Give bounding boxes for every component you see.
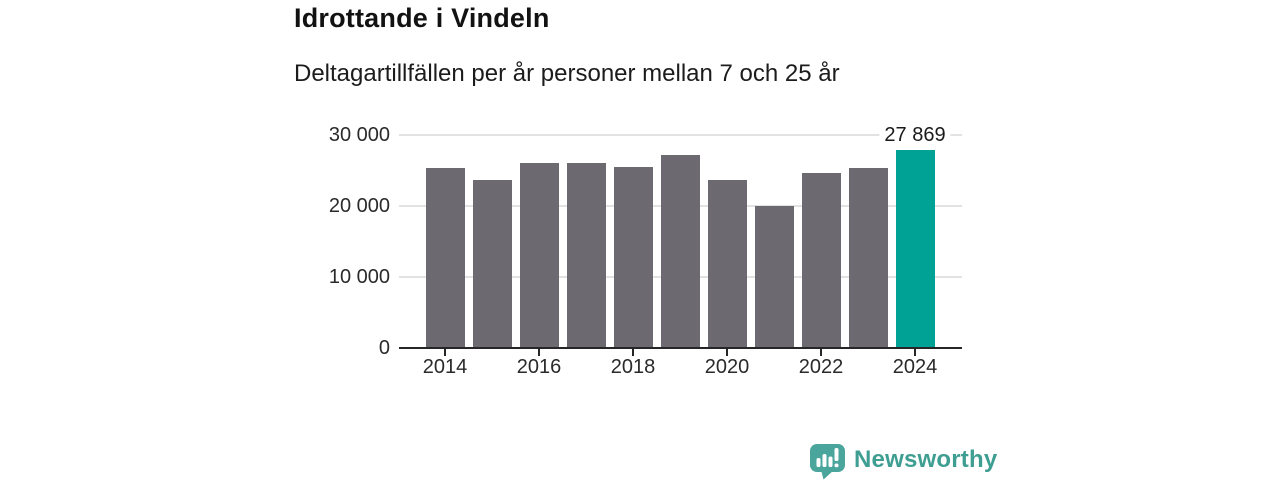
bar-2014 xyxy=(425,167,465,348)
bar-chart-speech-bubble-icon xyxy=(809,443,847,480)
y-axis-tick-label: 30 000 xyxy=(328,124,390,146)
newsworthy-logo-text: Newsworthy xyxy=(854,446,998,473)
x-axis-tick-label: 2018 xyxy=(610,356,656,378)
x-axis-tick xyxy=(820,349,822,356)
bar-2016 xyxy=(519,162,559,348)
x-axis-tick xyxy=(632,349,634,356)
bar-2015 xyxy=(472,180,512,348)
x-axis-tick-label: 2020 xyxy=(704,356,750,378)
bar-2023 xyxy=(848,168,888,348)
bar-2024 xyxy=(895,150,935,348)
bar-2018 xyxy=(613,167,653,348)
x-axis-tick-label: 2024 xyxy=(892,356,938,378)
y-axis-tick-label: 20 000 xyxy=(328,195,390,217)
x-axis-tick xyxy=(538,349,540,356)
bar-2019 xyxy=(660,154,700,348)
y-axis-tick-label: 10 000 xyxy=(328,266,390,288)
bar-2022 xyxy=(801,173,841,348)
x-axis-tick xyxy=(726,349,728,356)
bar-2021 xyxy=(754,206,794,348)
chart-title: Idrottande i Vindeln xyxy=(294,3,550,33)
bar-2017 xyxy=(566,163,606,348)
chart-subtitle: Deltagartillfällen per år personer mella… xyxy=(294,60,840,87)
x-axis-line xyxy=(399,347,962,349)
gridline-30000 xyxy=(399,134,962,136)
value-label: 27 869 xyxy=(879,124,951,147)
newsworthy-logo: Newsworthy xyxy=(809,443,997,480)
x-axis-tick xyxy=(444,349,446,356)
x-axis-tick xyxy=(914,349,916,356)
bar-2020 xyxy=(707,179,747,348)
x-axis-tick-label: 2022 xyxy=(798,356,844,378)
x-axis-tick-label: 2014 xyxy=(422,356,468,378)
y-axis-tick-label: 0 xyxy=(378,337,390,359)
x-axis-tick-label: 2016 xyxy=(516,356,562,378)
bar-chart: 0 10 000 20 000 30 000 2014 2016 2018 2020 2022 2… xyxy=(328,124,962,378)
